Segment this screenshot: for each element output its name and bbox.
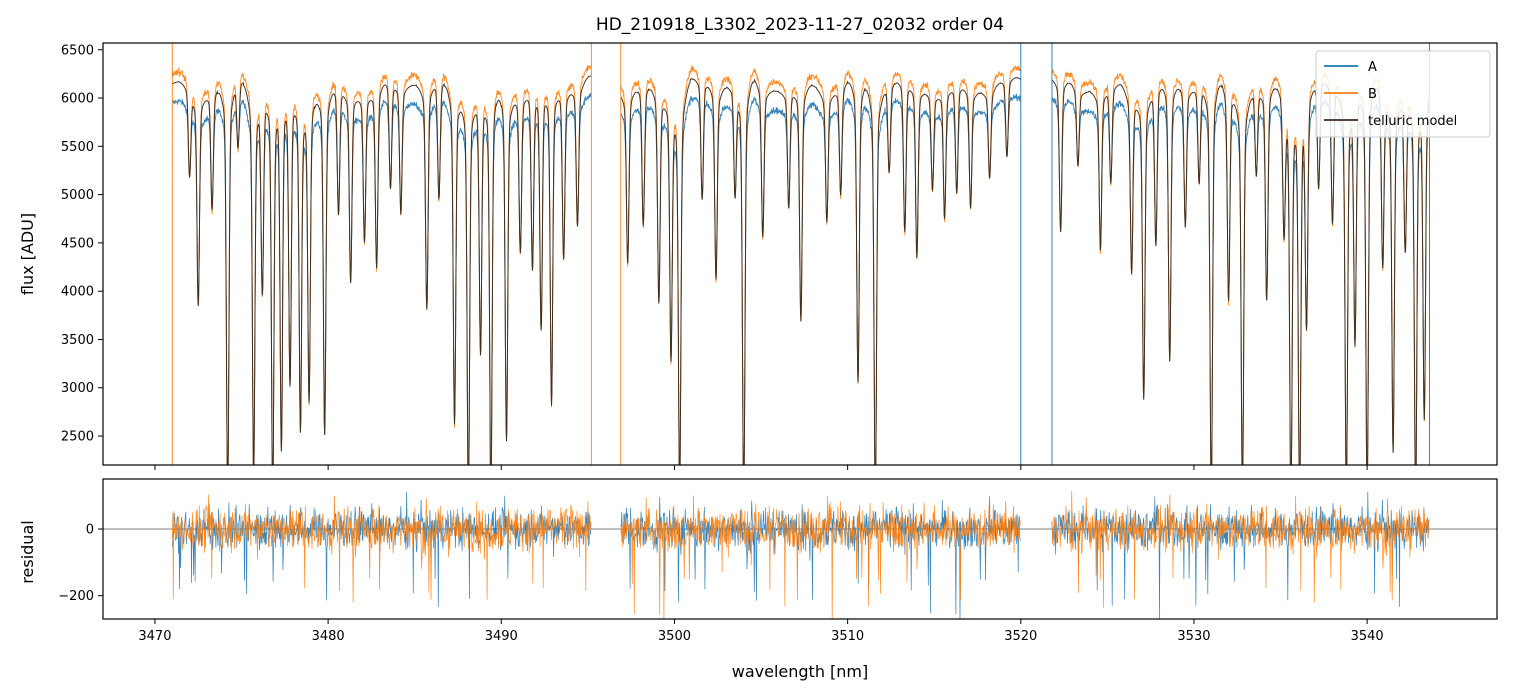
flux-y-tick-label: 5500 xyxy=(61,140,94,155)
flux-series-a-segment-1 xyxy=(620,93,1022,465)
chart-title: HD_210918_L3302_2023-11-27_02032 order 0… xyxy=(596,15,1004,35)
flux-y-tick-label: 4000 xyxy=(61,285,94,300)
flux-y-tick-label: 2500 xyxy=(61,430,94,445)
flux-y-tick-label: 6500 xyxy=(61,43,94,58)
residual-y-tick-label: 0 xyxy=(86,523,94,538)
residual-series-b-segment-0 xyxy=(171,494,592,603)
flux-axes-frame xyxy=(102,42,1498,466)
x-tick-label: 3510 xyxy=(831,629,864,644)
legend-label-b: B xyxy=(1368,87,1377,102)
flux-y-tick-label: 4500 xyxy=(61,236,94,251)
residual-panel: −200 0 3470 3480 3490 3500 3510 3520 3530 3540 r… xyxy=(18,478,1498,644)
residual-x-axis: 3470 3480 3490 3500 3510 3520 3530 3540 xyxy=(138,619,1384,644)
x-tick-label: 3530 xyxy=(1177,629,1210,644)
residual-series-b-segment-2 xyxy=(1051,491,1430,608)
x-axis-label: wavelength [nm] xyxy=(732,662,869,681)
legend-label-telluric-model: telluric model xyxy=(1368,114,1457,129)
flux-y-tick-label: 6000 xyxy=(61,92,94,107)
x-tick-label: 3500 xyxy=(658,629,691,644)
x-tick-label: 3540 xyxy=(1351,629,1384,644)
flux-y-axis: 2500 3000 3500 4000 4500 5000 5500 6000 6500 xyxy=(61,43,103,445)
residual-y-axis: −200 0 xyxy=(58,523,103,604)
flux-y-tick-label: 5000 xyxy=(61,188,94,203)
flux-x-axis xyxy=(154,465,1368,470)
flux-series-telluric-model-segment-1 xyxy=(620,76,1022,465)
flux-y-tick-label: 3000 xyxy=(61,381,94,396)
residual-axes-frame xyxy=(102,478,1498,620)
flux-y-axis-label: flux [ADU] xyxy=(18,213,37,295)
flux-series-layer xyxy=(171,43,1430,465)
x-tick-label: 3520 xyxy=(1004,629,1037,644)
flux-panel: 2500 3000 3500 4000 4500 5000 5500 6000 6500 flu… xyxy=(18,42,1498,470)
residual-series-layer xyxy=(171,491,1430,619)
flux-series-telluric-model-segment-2 xyxy=(1051,79,1430,465)
flux-y-tick-label: 3500 xyxy=(61,333,94,348)
legend: A B telluric model xyxy=(1315,50,1491,138)
residual-y-axis-label: residual xyxy=(18,520,37,583)
x-tick-label: 3480 xyxy=(312,629,345,644)
x-tick-label: 3470 xyxy=(138,629,171,644)
legend-box xyxy=(1315,50,1491,138)
flux-series-telluric-model-segment-0 xyxy=(172,75,592,465)
residual-series-b-segment-1 xyxy=(620,495,1021,619)
residual-y-tick-label: −200 xyxy=(58,589,94,604)
flux-series-b-segment-1 xyxy=(620,64,1022,465)
residual-series-a-segment-2 xyxy=(1051,492,1430,619)
legend-label-a: A xyxy=(1368,60,1377,75)
x-tick-label: 3490 xyxy=(485,629,518,644)
